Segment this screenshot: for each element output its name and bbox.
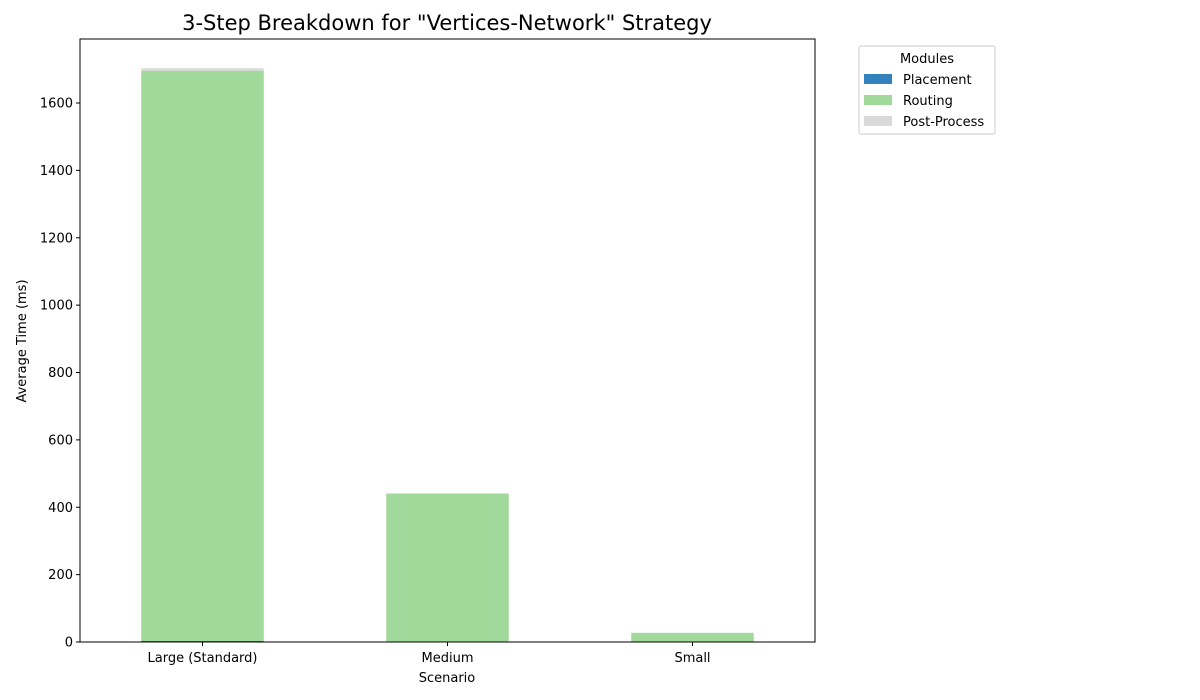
legend: Modules Placement Routing Post-Process (858, 45, 996, 135)
bar-post-process-0 (141, 68, 264, 71)
y-tick-label: 1000 (40, 299, 73, 314)
legend-items: Placement Routing Post-Process (864, 73, 984, 130)
bar-routing-2 (631, 632, 754, 642)
y-tick-label: 1600 (40, 97, 73, 112)
y-tick-label: 200 (48, 568, 73, 583)
legend-swatch-post-process (864, 116, 892, 126)
y-tick-label: 800 (48, 366, 73, 381)
x-tick-label: Small (674, 651, 710, 666)
legend-label-placement: Placement (903, 73, 972, 88)
plot-area: 0 200 400 600 800 1000 1200 1400 1600 Large (Stan… (40, 38, 816, 666)
y-axis-label: Average Time (ms) (15, 279, 30, 402)
bar-routing-1 (386, 493, 509, 642)
legend-swatch-routing (864, 95, 892, 105)
legend-label-routing: Routing (903, 94, 953, 109)
chart-title: 3-Step Breakdown for "Vertices-Network" … (182, 11, 712, 35)
x-tick-label: Large (Standard) (148, 651, 258, 666)
y-tick-label: 1400 (40, 164, 73, 179)
legend-title: Modules (900, 52, 954, 67)
y-tick-label: 400 (48, 501, 73, 516)
y-tick-label: 600 (48, 433, 73, 448)
bar-routing-0 (141, 70, 264, 641)
legend-label-post-process: Post-Process (903, 115, 984, 130)
x-tick-label: Medium (422, 651, 474, 666)
legend-swatch-placement (864, 74, 892, 84)
legend-frame (858, 45, 996, 135)
bar-placement-0 (141, 640, 264, 642)
x-axis-label: Scenario (419, 671, 476, 686)
y-tick-label: 1200 (40, 231, 73, 246)
y-tick-label: 0 (65, 636, 73, 651)
